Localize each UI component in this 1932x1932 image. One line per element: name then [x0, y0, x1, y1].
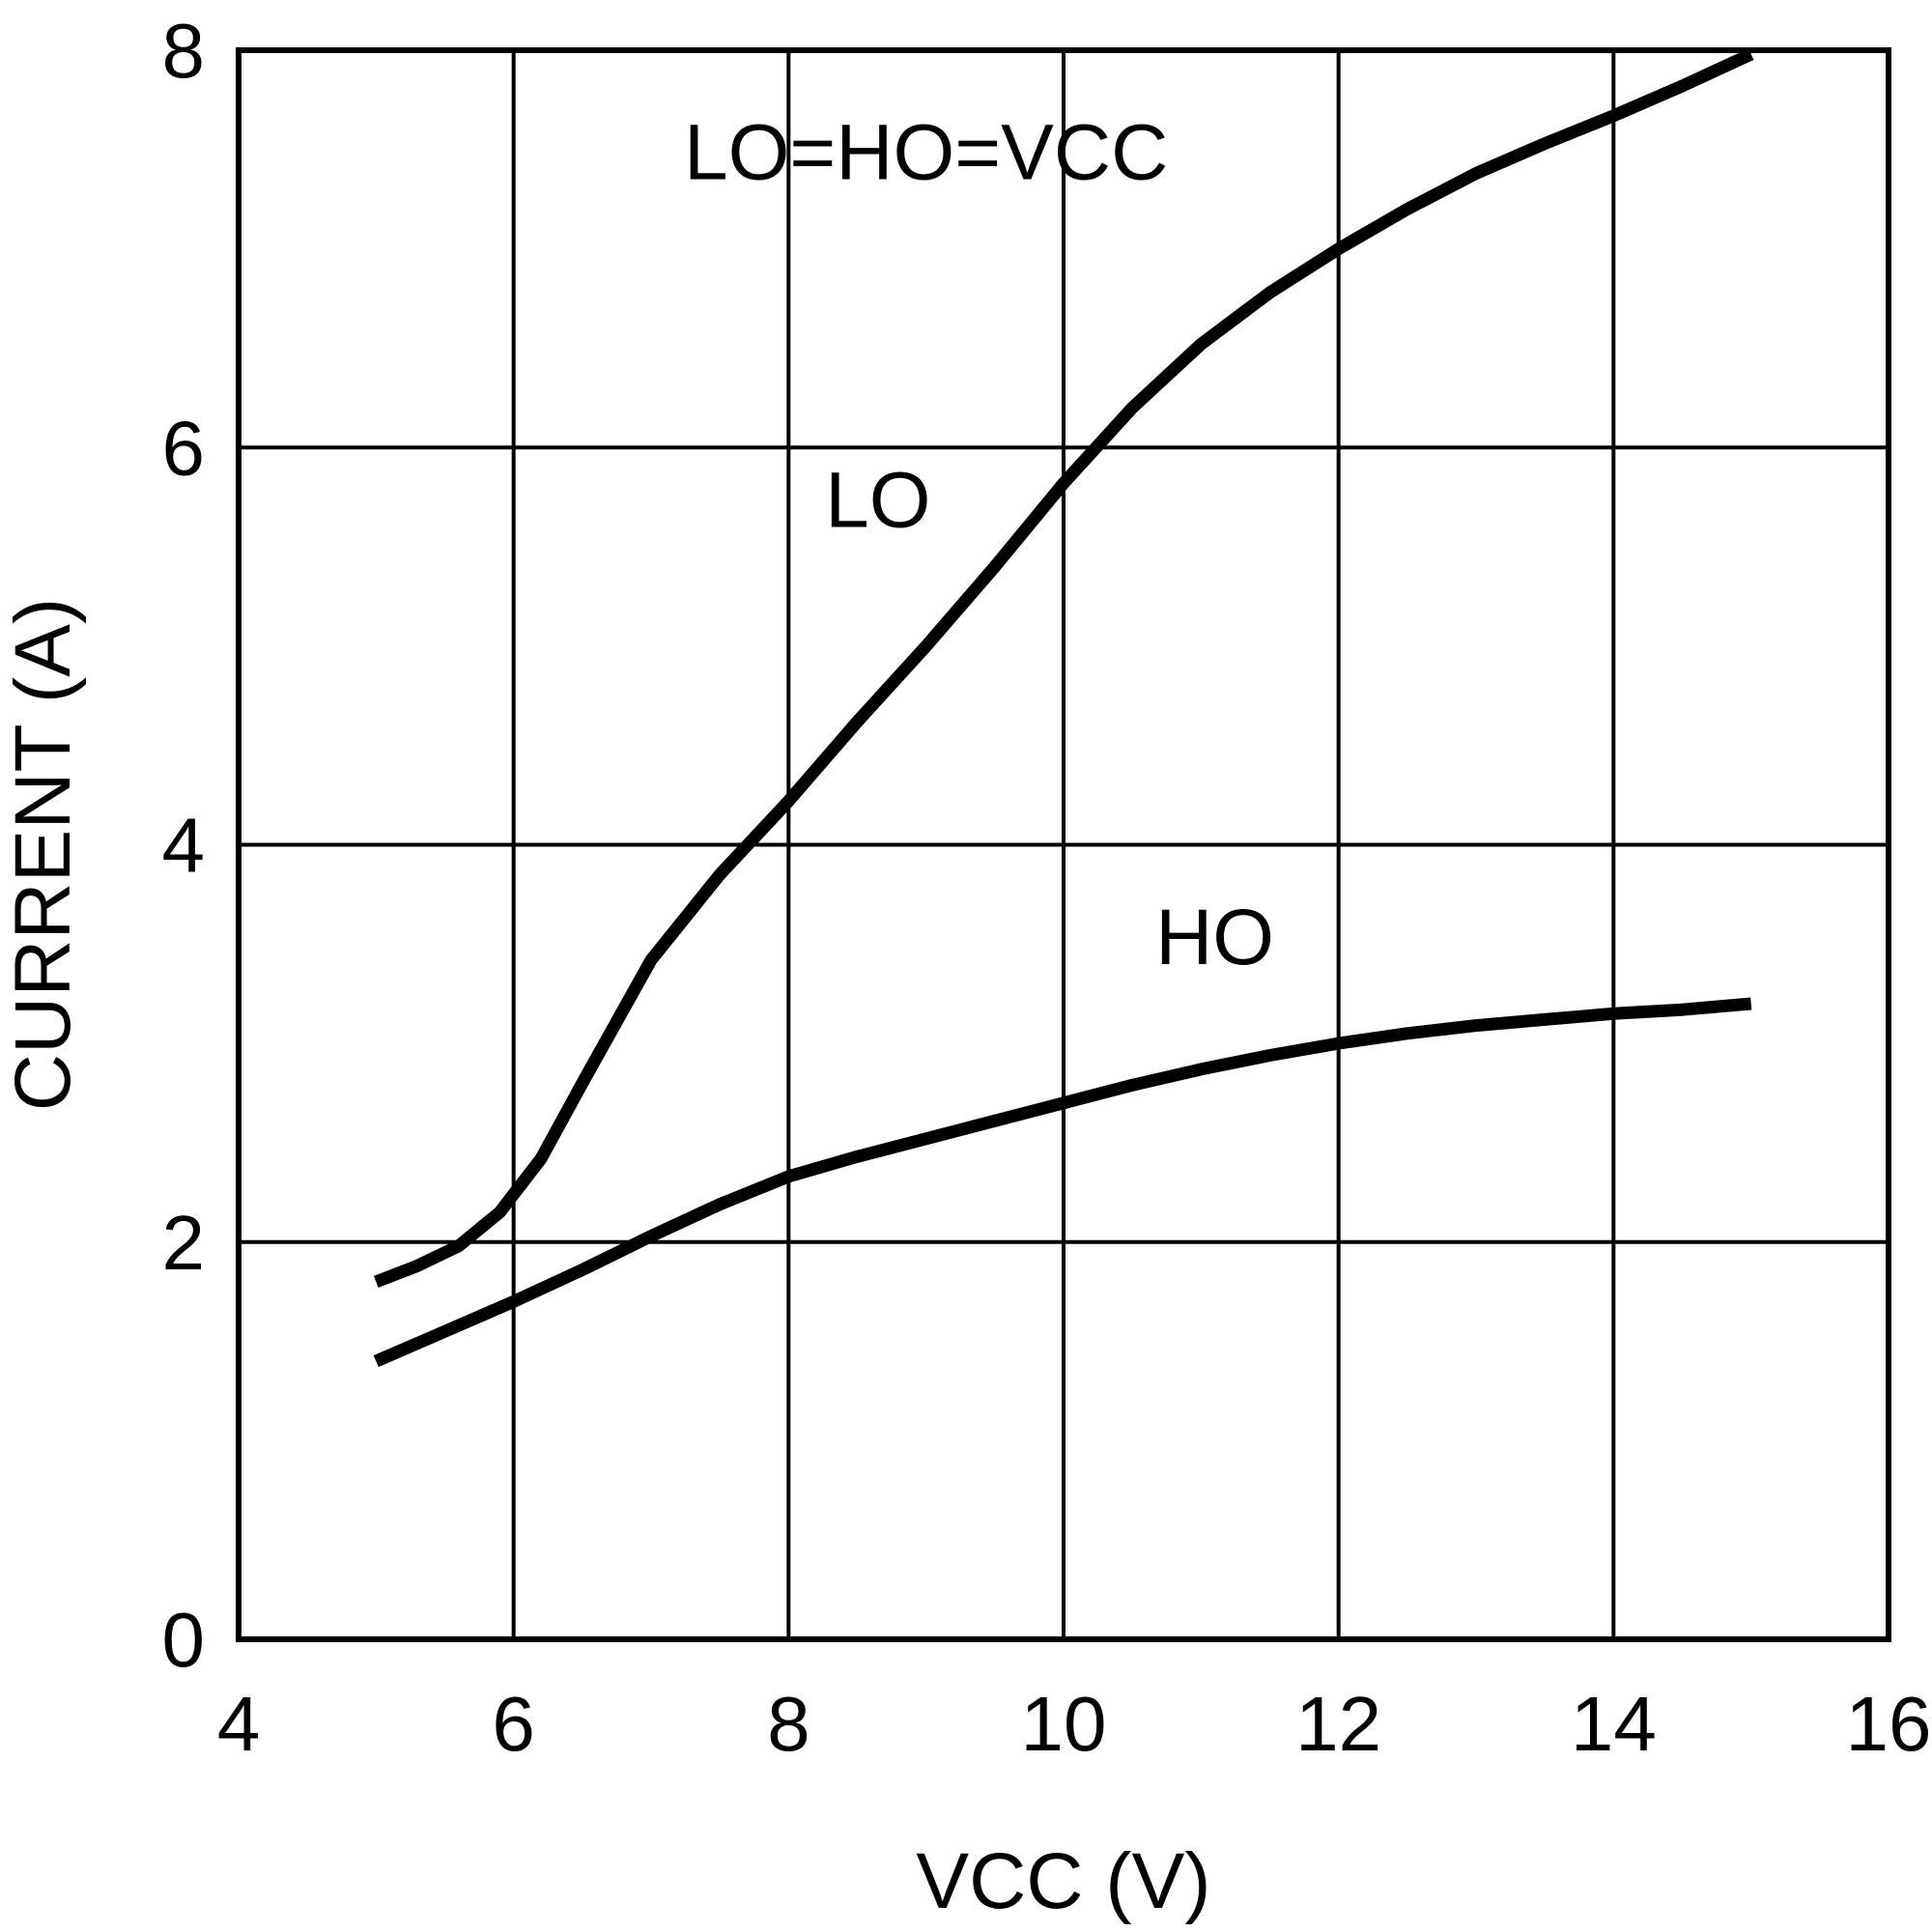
ho-curve-label: HO	[1155, 894, 1274, 981]
x-axis-label: VCC (V)	[916, 1837, 1210, 1925]
series-line-ho	[373, 997, 1752, 1368]
y-axis-label: CURRENT (A)	[0, 598, 87, 1111]
x-tick-label-12: 12	[1295, 1681, 1381, 1767]
y-tick-label-4: 4	[162, 803, 206, 889]
x-tick-label-10: 10	[1021, 1681, 1107, 1767]
lo-curve-label: LO	[825, 457, 930, 545]
x-tick-label-14: 14	[1571, 1681, 1657, 1767]
plot-frame	[236, 47, 1891, 1642]
series-line-lo	[373, 48, 1754, 1288]
y-tick-label-2: 2	[162, 1200, 206, 1286]
grid	[239, 50, 1889, 1639]
y-tick-labels: 0 2 4 6 8	[162, 8, 206, 1683]
y-tick-label-0: 0	[162, 1597, 206, 1683]
x-tick-label-8: 8	[767, 1681, 810, 1767]
x-tick-label-4: 4	[217, 1681, 261, 1767]
condition-annotation: LO=HO=VCC	[684, 109, 1168, 197]
y-tick-label-6: 6	[162, 405, 206, 491]
x-tick-label-6: 6	[492, 1681, 535, 1767]
y-tick-label-8: 8	[162, 8, 206, 94]
x-tick-labels: 4 6 8 10 12 14 16	[217, 1681, 1932, 1767]
series-layer	[373, 48, 1754, 1368]
x-tick-label-16: 16	[1846, 1681, 1932, 1767]
